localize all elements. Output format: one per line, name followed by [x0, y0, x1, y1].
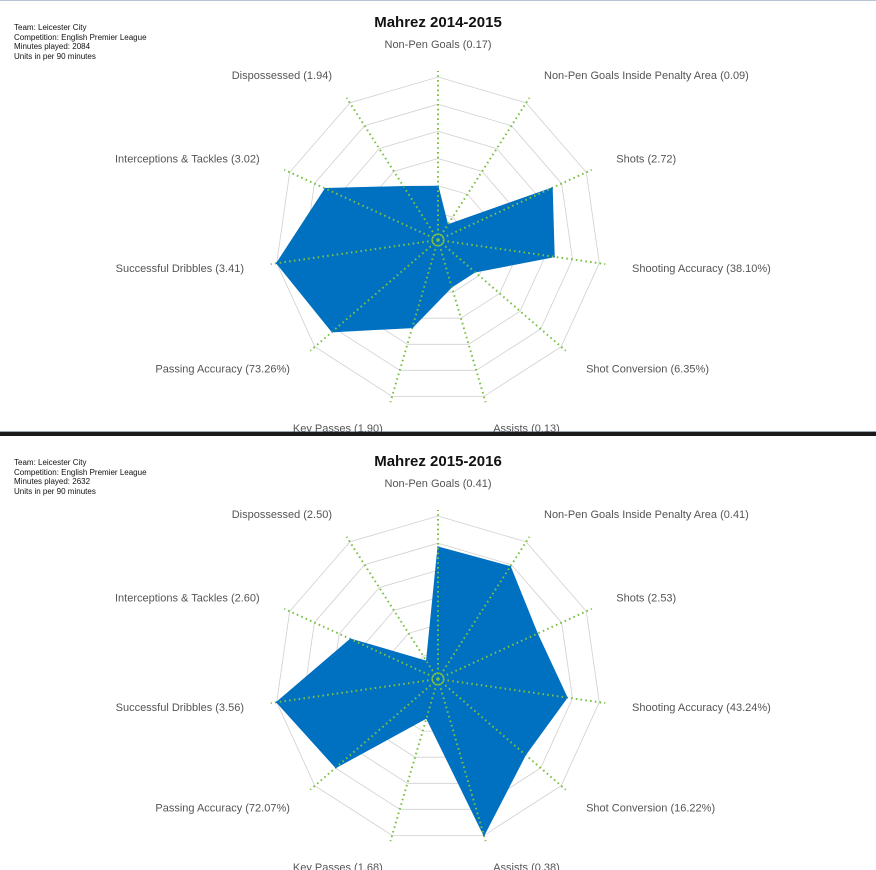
- axis-label: Shots (2.72): [616, 154, 676, 166]
- data-point: [483, 834, 485, 837]
- data-point: [437, 185, 439, 187]
- data-area: [275, 546, 568, 837]
- axis-label: Assists (0.38): [493, 862, 560, 870]
- data-point: [331, 331, 333, 333]
- chart-title: Mahrez 2015-2016: [374, 453, 502, 470]
- radar-chart: Mahrez 2015-2016 Non-Pen Goals (0.41) Non-…: [115, 453, 771, 870]
- axis-label: Dispossessed (1.94): [232, 70, 332, 82]
- axis-label: Interceptions & Tackles (2.60): [115, 593, 260, 605]
- axis-label: Non-Pen Goals (0.17): [385, 39, 492, 51]
- axis-label: Successful Dribbles (3.41): [116, 263, 244, 275]
- chart-title: Mahrez 2014-2015: [374, 14, 502, 31]
- data-point: [437, 546, 439, 548]
- data-point: [551, 187, 553, 189]
- center-marker: [431, 233, 445, 247]
- info-competition: Competition: English Premier League: [14, 32, 147, 42]
- axis-label: Passing Accuracy (73.26%): [155, 363, 290, 375]
- data-point: [275, 262, 278, 265]
- info-block: Team: Leicester City Competition: Englis…: [14, 23, 147, 61]
- grid-ring: [303, 542, 573, 810]
- info-minutes: Minutes played: 2632: [14, 477, 91, 486]
- panel-divider: [0, 432, 876, 436]
- grid-ring: [303, 103, 573, 371]
- axis-label: Non-Pen Goals (0.41): [385, 478, 492, 490]
- axis-label: Shot Conversion (6.35%): [586, 363, 709, 375]
- data-point: [553, 255, 555, 258]
- data-point: [324, 187, 327, 190]
- data-point: [446, 224, 449, 226]
- info-units: Units in per 90 minutes: [14, 486, 96, 496]
- data-point: [451, 286, 453, 288]
- data-point: [425, 717, 428, 719]
- data-point: [335, 766, 337, 769]
- grid-ring: [276, 76, 600, 397]
- axis-label: Shots (2.53): [616, 593, 676, 605]
- grid-ring: [329, 130, 547, 345]
- data-point: [425, 660, 428, 662]
- data-point: [349, 638, 352, 640]
- data-point: [411, 326, 414, 329]
- data-point: [536, 632, 539, 635]
- radar-panel-2015-2016: Team: Leicester City Competition: Englis…: [0, 436, 876, 870]
- axis-label: Shooting Accuracy (43.24%): [632, 702, 771, 714]
- axis-label: Key Passes (1.68): [293, 862, 383, 870]
- axis-label: Successful Dribbles (3.56): [116, 702, 244, 714]
- axis-label: Interceptions & Tackles (3.02): [115, 154, 260, 166]
- info-block: Team: Leicester City Competition: Englis…: [14, 458, 147, 496]
- axis-label: Key Passes (1.90): [293, 423, 383, 433]
- axis-label: Assists (0.13): [493, 423, 560, 433]
- info-minutes: Minutes played: 2084: [14, 42, 91, 51]
- radar-chart: Mahrez 2014-2015 Non-Pen Goals (0.17) Non-…: [115, 14, 771, 433]
- data-point: [509, 565, 512, 568]
- radar-panel-2014-2015: Team: Leicester City Competition: Englis…: [0, 0, 876, 433]
- data-point: [275, 701, 278, 703]
- axis-label: Non-Pen Goals Inside Penalty Area (0.41): [544, 509, 749, 521]
- info-team: Team: Leicester City: [14, 458, 87, 467]
- axis-label: Shooting Accuracy (38.10%): [632, 263, 771, 275]
- grid-ring: [276, 515, 600, 836]
- center-marker: [431, 672, 445, 686]
- axis-label: Passing Accuracy (72.07%): [155, 802, 290, 814]
- info-team: Team: Leicester City: [14, 23, 87, 32]
- data-point: [474, 271, 476, 273]
- axis-label: Shot Conversion (16.22%): [586, 802, 715, 814]
- info-competition: Competition: English Premier League: [14, 467, 147, 477]
- info-units: Units in per 90 minutes: [14, 51, 96, 61]
- data-point: [524, 754, 527, 756]
- data-point: [566, 696, 568, 699]
- axis-label: Dispossessed (2.50): [232, 509, 332, 521]
- axis-label: Non-Pen Goals Inside Penalty Area (0.09): [544, 70, 749, 82]
- data-point: [402, 185, 405, 188]
